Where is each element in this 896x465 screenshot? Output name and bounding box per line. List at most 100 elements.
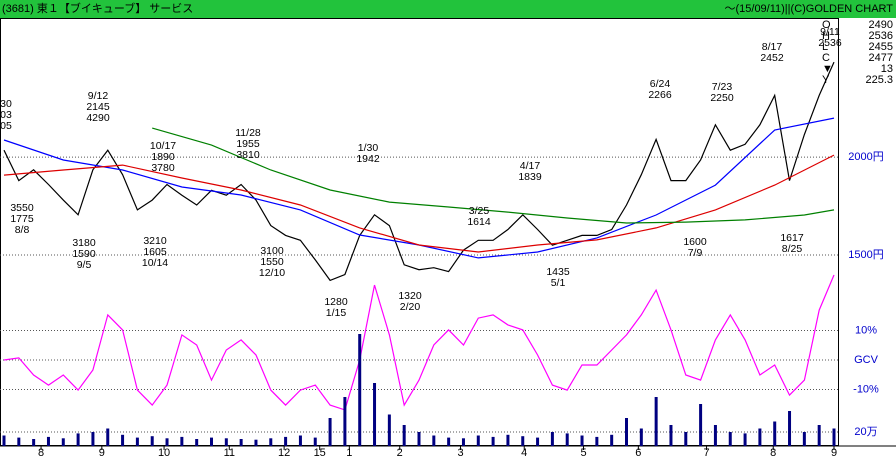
x-tick-label: 9 — [831, 447, 837, 459]
volume-bar — [91, 432, 95, 446]
volume-bar — [491, 436, 495, 446]
annotation: 1/15 — [326, 307, 347, 319]
volume-bar — [150, 436, 154, 446]
x-tick-label: 4 — [521, 447, 527, 459]
x-tick-label: 3 — [457, 447, 463, 459]
annotation: 1550 — [260, 256, 284, 268]
x-tick-label: 9 — [99, 447, 105, 459]
annotation: 9/12 — [88, 90, 109, 102]
annotation: 12/10 — [259, 267, 285, 279]
annotation: 1600 — [683, 236, 707, 248]
volume-bar — [195, 439, 199, 446]
volume-bar — [76, 433, 80, 446]
volume-bar — [402, 425, 406, 446]
quote-value: 2490 — [869, 19, 893, 31]
annotation: 7/23 — [712, 81, 733, 93]
line-series — [3, 154, 835, 253]
quote-label: H — [822, 30, 830, 42]
volume-bar — [536, 437, 540, 446]
annotation: 8/17 — [762, 41, 783, 53]
annotation: 6/24 — [650, 78, 671, 90]
x-tick-label: 5 — [580, 447, 586, 459]
quote-label: Y — [822, 74, 830, 86]
volume-bar — [447, 437, 451, 446]
volume-bar — [610, 434, 614, 446]
volume-bar — [476, 435, 480, 446]
volume-bar — [358, 334, 362, 446]
annotation: 1614 — [467, 216, 491, 228]
line-series — [3, 274, 835, 411]
volume-bar — [565, 433, 569, 446]
volume-bar — [669, 425, 673, 446]
volume-bar — [373, 383, 377, 446]
quote-value: 2477 — [869, 52, 893, 64]
y-tick-label: 1500円 — [848, 249, 883, 261]
volume-bar — [180, 436, 184, 446]
x-tick-label: 12 — [278, 447, 290, 459]
x-tick-label: 7 — [703, 447, 709, 459]
volume-bar — [432, 435, 436, 446]
y-tick-label: -10% — [853, 383, 879, 395]
volume-bar — [106, 428, 110, 446]
annotation: 2266 — [648, 89, 672, 101]
annotation: 1955 — [236, 138, 260, 150]
annotation: 11/28 — [235, 127, 261, 139]
quote-value: 225.3 — [865, 74, 893, 86]
quote-value: 13 — [881, 63, 893, 75]
line-series — [152, 127, 835, 224]
volume-bar — [32, 439, 36, 446]
y-tick-label: 2000円 — [848, 151, 883, 163]
volume-bar — [46, 436, 50, 446]
volume-bar — [2, 435, 6, 446]
volume-bar — [135, 437, 139, 446]
volume-bar — [224, 438, 228, 446]
volume-bar — [343, 397, 347, 446]
annotation: 1942 — [356, 153, 380, 165]
volume-bar — [506, 434, 510, 446]
annotation: 9/5 — [77, 259, 92, 271]
annotation: 2145 — [86, 101, 110, 113]
x-tick-label: 6 — [635, 447, 641, 459]
annotation: 30 — [0, 98, 12, 110]
annotation: 1435 — [546, 266, 570, 278]
annotation: 8/8 — [15, 224, 30, 236]
annotation: 3100 — [260, 245, 284, 257]
volume-bar — [328, 418, 332, 446]
x-tick-label: 1 — [346, 447, 352, 459]
volume-bar — [298, 435, 302, 446]
annotation: 05 — [0, 120, 12, 132]
volume-bar — [284, 436, 288, 446]
volume-bar — [699, 404, 703, 446]
annotation: 1590 — [72, 248, 96, 260]
volume-bar — [639, 428, 643, 446]
line-series — [3, 61, 835, 282]
volume-bar — [239, 439, 243, 446]
annotation: 1775 — [10, 213, 34, 225]
volume-bar — [387, 414, 391, 446]
volume-bar — [580, 435, 584, 446]
volume-bar — [121, 434, 125, 446]
annotation: 1839 — [518, 171, 542, 183]
annotation: 10/17 — [150, 140, 176, 152]
annotation: 4/17 — [520, 160, 541, 172]
volume-bar — [773, 421, 777, 446]
volume-bar — [313, 437, 317, 446]
volume-bar — [788, 411, 792, 446]
header-source: ～(15/09/11)||(C)GOLDEN CHART — [724, 3, 893, 15]
quote-label: ▼ — [822, 63, 833, 75]
volume-bar — [595, 436, 599, 446]
annotation: 2250 — [710, 92, 734, 104]
annotation: 1617 — [780, 232, 804, 244]
y-tick-label: GCV — [854, 354, 879, 366]
volume-bar — [550, 432, 554, 446]
annotation: 1/30 — [358, 142, 379, 154]
volume-bar — [521, 436, 525, 446]
x-tick-label: 2 — [397, 447, 403, 459]
x-tick-label: 11 — [224, 447, 235, 459]
volume-bar — [684, 432, 688, 446]
y-tick-label: 10% — [855, 324, 877, 336]
volume-bar — [61, 438, 65, 446]
quote-label: C — [822, 52, 830, 64]
volume-bar — [269, 438, 273, 446]
